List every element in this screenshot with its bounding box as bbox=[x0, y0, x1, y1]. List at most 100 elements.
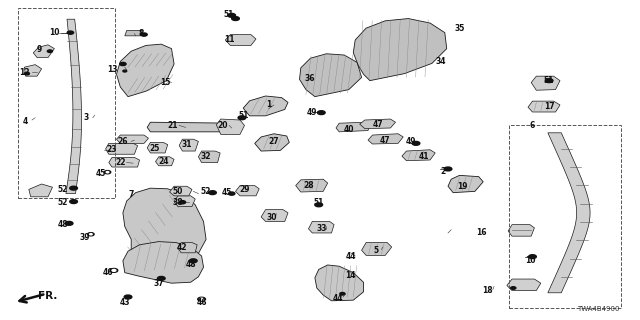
Circle shape bbox=[232, 17, 239, 20]
Polygon shape bbox=[507, 279, 541, 291]
Text: 28: 28 bbox=[303, 181, 314, 190]
Polygon shape bbox=[147, 142, 168, 153]
Polygon shape bbox=[29, 184, 52, 197]
Polygon shape bbox=[255, 134, 289, 151]
Circle shape bbox=[70, 186, 77, 190]
Text: 51: 51 bbox=[238, 111, 248, 120]
Circle shape bbox=[317, 111, 325, 115]
Circle shape bbox=[104, 171, 111, 174]
Text: 6: 6 bbox=[530, 121, 535, 130]
Circle shape bbox=[123, 70, 127, 72]
Text: 33: 33 bbox=[316, 224, 326, 233]
Polygon shape bbox=[156, 157, 174, 166]
Text: 32: 32 bbox=[201, 152, 211, 161]
Polygon shape bbox=[528, 101, 560, 112]
Polygon shape bbox=[296, 179, 328, 192]
Text: 48: 48 bbox=[186, 260, 196, 269]
Polygon shape bbox=[106, 143, 138, 154]
Text: 3: 3 bbox=[84, 113, 89, 122]
Polygon shape bbox=[261, 210, 288, 221]
Text: 13: 13 bbox=[107, 65, 117, 74]
Polygon shape bbox=[178, 243, 197, 253]
Circle shape bbox=[88, 233, 94, 236]
Text: 20: 20 bbox=[218, 121, 228, 130]
Polygon shape bbox=[402, 150, 435, 161]
Text: 12: 12 bbox=[19, 68, 29, 76]
Text: 47: 47 bbox=[380, 136, 390, 145]
Text: 14: 14 bbox=[346, 271, 356, 280]
Text: 21: 21 bbox=[168, 121, 178, 130]
Circle shape bbox=[511, 287, 516, 289]
Circle shape bbox=[228, 13, 236, 17]
Text: 41: 41 bbox=[419, 152, 429, 161]
Polygon shape bbox=[147, 122, 238, 132]
Circle shape bbox=[112, 269, 116, 271]
Text: 50: 50 bbox=[173, 187, 183, 196]
Polygon shape bbox=[336, 122, 370, 132]
Bar bbox=[509, 125, 621, 308]
Text: 47: 47 bbox=[372, 120, 383, 129]
Text: 52: 52 bbox=[58, 198, 68, 207]
Text: 4: 4 bbox=[23, 117, 28, 126]
Text: 51: 51 bbox=[544, 76, 554, 85]
Text: 5: 5 bbox=[374, 246, 379, 255]
Circle shape bbox=[228, 192, 235, 195]
Polygon shape bbox=[360, 119, 396, 129]
Text: 29: 29 bbox=[239, 185, 250, 194]
Circle shape bbox=[189, 259, 197, 263]
Circle shape bbox=[529, 255, 536, 259]
Text: 52: 52 bbox=[58, 185, 68, 194]
Circle shape bbox=[157, 276, 165, 280]
Text: 46: 46 bbox=[196, 298, 207, 307]
Text: 15: 15 bbox=[160, 78, 170, 87]
Circle shape bbox=[179, 201, 186, 204]
Text: 43: 43 bbox=[120, 298, 130, 307]
Text: 52: 52 bbox=[201, 188, 211, 196]
Polygon shape bbox=[315, 265, 364, 301]
Text: 37: 37 bbox=[154, 279, 164, 288]
Circle shape bbox=[47, 50, 52, 52]
Circle shape bbox=[340, 292, 345, 295]
Text: 16: 16 bbox=[476, 228, 486, 237]
Circle shape bbox=[24, 72, 29, 75]
Text: 1: 1 bbox=[266, 100, 271, 109]
Text: 23: 23 bbox=[107, 145, 117, 154]
Polygon shape bbox=[123, 242, 204, 283]
Text: 38: 38 bbox=[173, 198, 183, 207]
Polygon shape bbox=[123, 188, 206, 273]
Polygon shape bbox=[125, 30, 142, 36]
Bar bbox=[18, 8, 115, 198]
Text: 45: 45 bbox=[96, 169, 106, 178]
Text: 44: 44 bbox=[346, 252, 356, 261]
Polygon shape bbox=[216, 119, 244, 134]
Polygon shape bbox=[170, 186, 192, 196]
Circle shape bbox=[315, 203, 323, 207]
Polygon shape bbox=[174, 196, 195, 206]
Text: 10: 10 bbox=[49, 28, 60, 36]
Text: 17: 17 bbox=[544, 102, 554, 111]
Text: 11: 11 bbox=[224, 35, 234, 44]
Polygon shape bbox=[308, 221, 334, 233]
Circle shape bbox=[209, 191, 216, 195]
Polygon shape bbox=[353, 19, 447, 81]
Circle shape bbox=[110, 268, 118, 272]
Text: 2: 2 bbox=[440, 167, 445, 176]
Text: 27: 27 bbox=[269, 137, 279, 146]
Polygon shape bbox=[548, 133, 590, 293]
Circle shape bbox=[198, 297, 205, 301]
Circle shape bbox=[106, 172, 109, 173]
Text: 25: 25 bbox=[150, 144, 160, 153]
Text: 46: 46 bbox=[102, 268, 113, 277]
Text: 10: 10 bbox=[525, 256, 535, 265]
Text: FR.: FR. bbox=[38, 291, 58, 301]
Text: 49: 49 bbox=[406, 137, 416, 146]
Polygon shape bbox=[198, 151, 220, 163]
Circle shape bbox=[238, 116, 246, 120]
Circle shape bbox=[124, 295, 132, 299]
Text: 24: 24 bbox=[158, 157, 168, 166]
Circle shape bbox=[200, 298, 204, 300]
Polygon shape bbox=[362, 243, 392, 255]
Text: TWA4B4900: TWA4B4900 bbox=[577, 306, 620, 312]
Text: 30: 30 bbox=[267, 213, 277, 222]
Text: 19: 19 bbox=[457, 182, 467, 191]
